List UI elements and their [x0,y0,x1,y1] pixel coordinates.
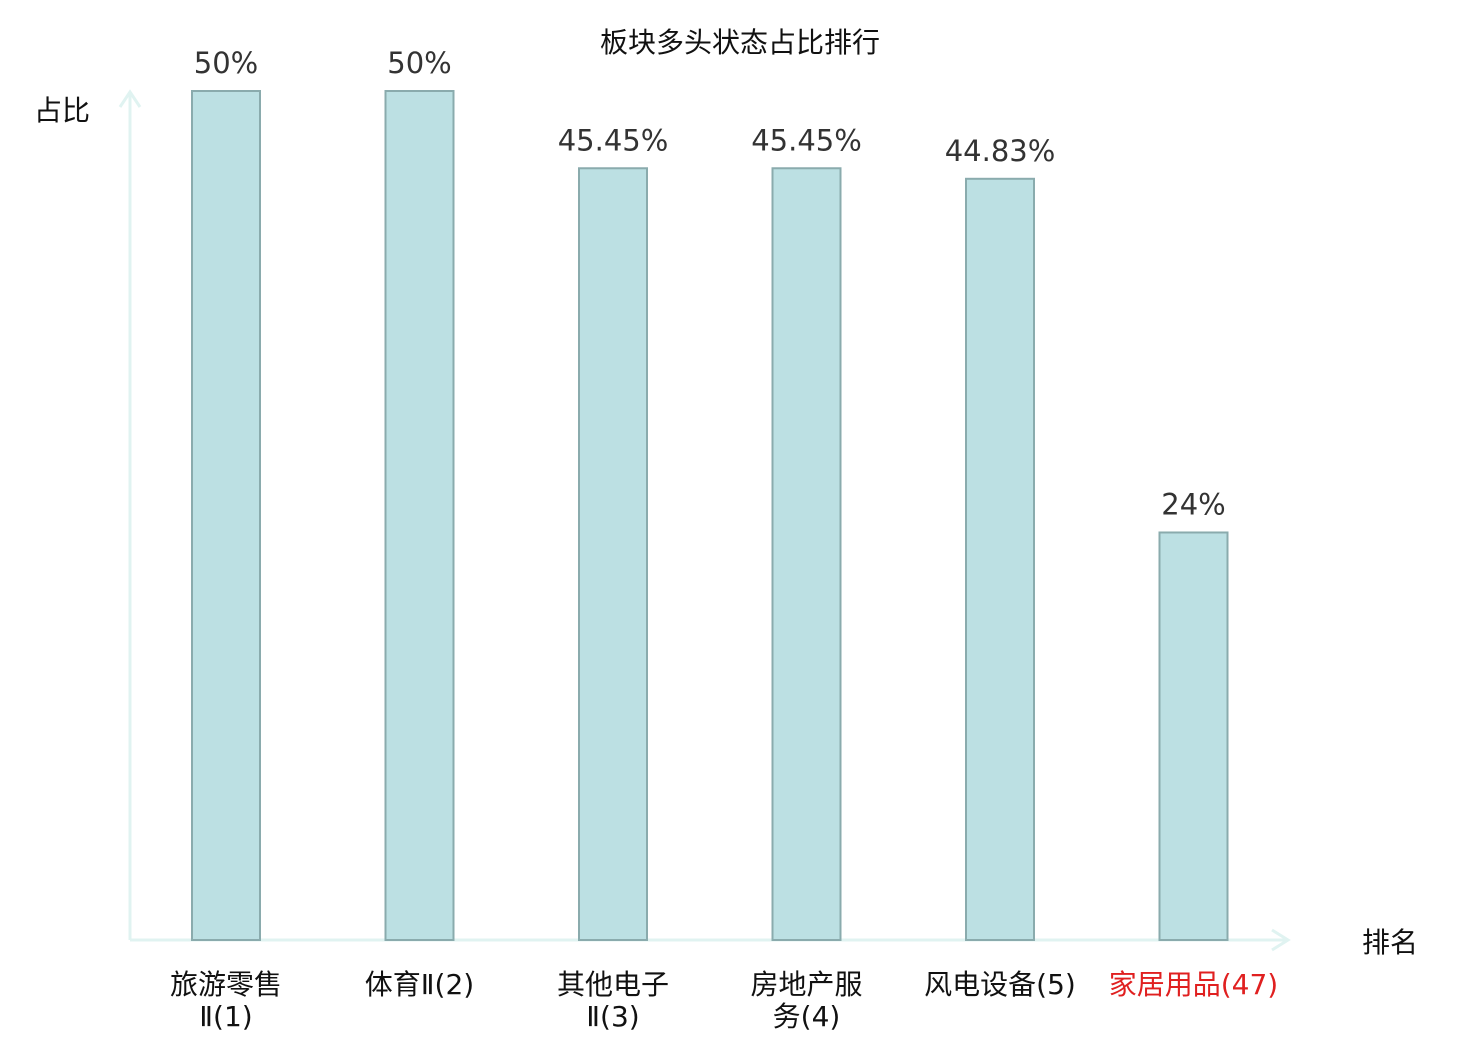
category-label-3-line2: Ⅱ(3) [586,1000,639,1033]
category-label-1-line2: Ⅱ(1) [199,1000,252,1033]
value-labels-group: 50% 50% 45.45% 45.45% 44.83% 24% [194,46,1226,521]
category-label-1: 旅游零售 [170,968,282,1001]
category-label-4: 房地产服 [750,968,862,1001]
value-label-2: 50% [387,46,451,80]
bar-5 [965,177,1035,941]
x-axis-label: 排名 [1362,926,1418,959]
value-label-5: 44.83% [945,134,1056,168]
bar-1 [191,90,261,941]
value-label-4: 45.45% [751,123,862,157]
bars-group [191,90,1229,942]
category-label-6: 家居用品(47) [1109,968,1278,1001]
category-label-3: 其他电子 [557,968,669,1001]
bar-2 [384,90,455,941]
y-axis-label: 占比 [34,94,90,127]
value-label-3: 45.45% [558,123,669,157]
bar-3 [578,167,648,942]
bar-6 [1158,531,1229,941]
bar-4 [771,167,842,942]
chart-title: 板块多头状态占比排行 [600,26,880,59]
x-axis [130,928,1291,952]
category-label-2: 体育Ⅱ(2) [365,968,474,1001]
y-axis [118,89,142,940]
value-label-6: 24% [1161,487,1225,521]
category-label-5: 风电设备(5) [924,968,1076,1001]
value-label-1: 50% [194,46,258,80]
y-axis-arrow [118,89,142,108]
x-axis-arrow [1271,928,1291,952]
category-label-4-line2: 务(4) [773,1000,841,1033]
